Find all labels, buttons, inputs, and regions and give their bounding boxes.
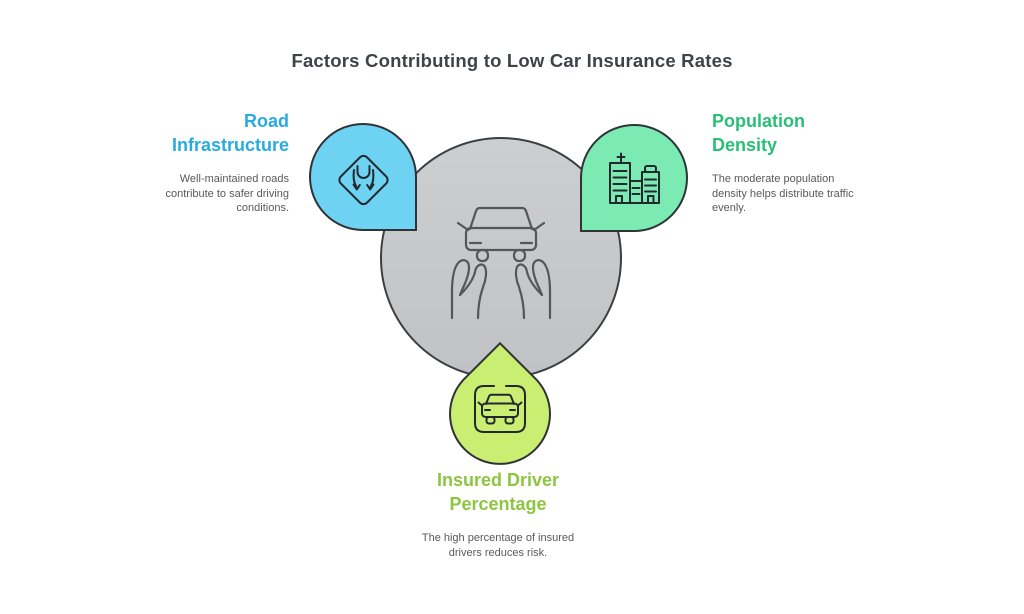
population-density-heading: Population Density: [712, 109, 897, 157]
insured-driver-heading: Insured Driver Percentage: [386, 468, 610, 516]
road-sign-icon: [338, 154, 389, 206]
description-line: The high percentage of insured: [421, 532, 575, 544]
heading-line: Infrastructure: [171, 135, 289, 155]
car-body: [464, 226, 538, 252]
heading-line: Insured Driver: [436, 470, 560, 490]
car-in-hands-icon: [450, 206, 552, 320]
population-density-description: The moderate population density helps di…: [712, 172, 897, 216]
road-infrastructure-description: Well-maintained roads contribute to safe…: [49, 172, 289, 216]
section-road-infrastructure: Road Infrastructure Well-maintained road…: [49, 109, 289, 216]
hand-right: [514, 259, 552, 320]
heading-line: Road: [244, 111, 289, 131]
population-density-drop: [580, 124, 688, 232]
section-population-density: Population Density The moderate populati…: [712, 109, 897, 216]
antenna: [616, 152, 626, 164]
description-line: The moderate population: [712, 173, 835, 185]
page-title: Factors Contributing to Low Car Insuranc…: [291, 50, 733, 71]
sign-u-glyph: [356, 165, 371, 179]
description-line: Well-maintained roads: [179, 173, 289, 185]
section-insured-driver: Insured Driver Percentage The high perce…: [386, 468, 610, 560]
buildings-icon: [609, 152, 660, 204]
car-badge-icon: [474, 385, 526, 433]
description-line: contribute to safer driving: [165, 187, 289, 200]
car-roof: [468, 206, 534, 231]
description-line: conditions.: [236, 202, 289, 214]
car-side-ticks: [456, 221, 546, 232]
description-line: density helps distribute traffic: [712, 187, 854, 200]
heading-line: Percentage: [449, 494, 547, 514]
heading-line: Population: [712, 111, 805, 131]
description-line: evenly.: [712, 202, 747, 214]
badge-frame: [474, 385, 526, 433]
heading-line: Density: [712, 135, 778, 155]
road-infrastructure-heading: Road Infrastructure: [49, 109, 289, 157]
hand-left: [450, 259, 488, 320]
insured-driver-description: The high percentage of insured drivers r…: [386, 531, 610, 560]
description-line: drivers reduces risk.: [448, 546, 548, 559]
car-wheel-right: [512, 248, 527, 263]
car-wheel-left: [475, 248, 490, 263]
